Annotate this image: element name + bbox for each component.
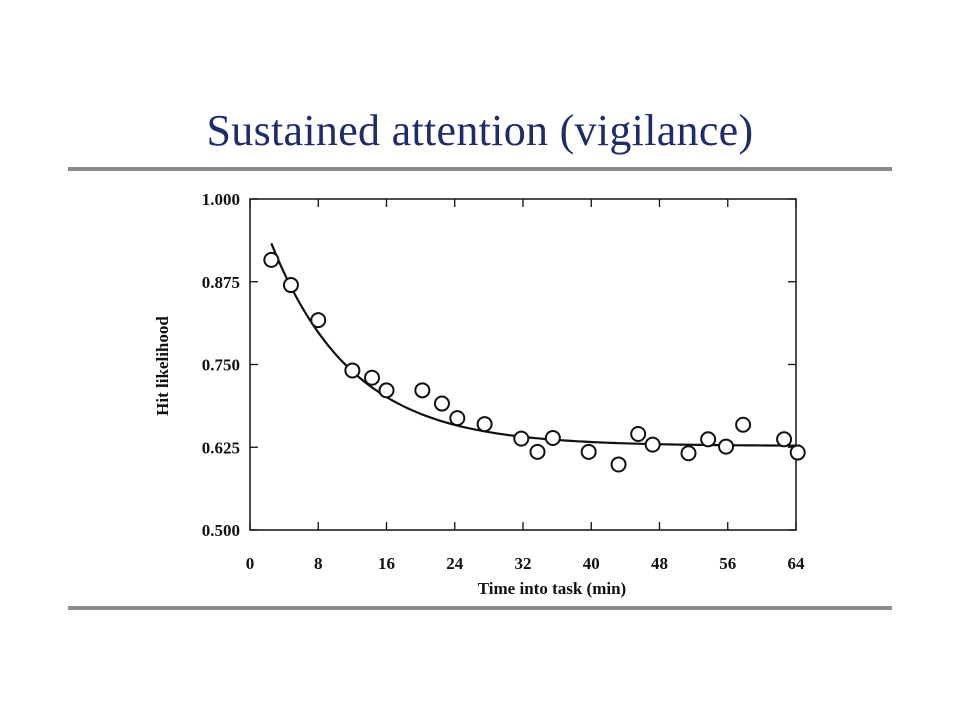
data-point xyxy=(449,410,466,427)
data-point xyxy=(700,431,717,448)
x-tick-label: 40 xyxy=(583,554,600,573)
y-tick-label: 0.750 xyxy=(202,356,240,375)
x-tick-label: 64 xyxy=(788,554,806,573)
data-point xyxy=(433,395,450,412)
slide-title: Sustained attention (vigilance) xyxy=(206,106,754,155)
y-tick-label: 0.875 xyxy=(202,273,240,292)
data-point xyxy=(630,426,647,443)
y-tick-label: 0.500 xyxy=(202,521,240,540)
x-tick-label: 24 xyxy=(446,554,464,573)
data-point xyxy=(414,382,431,399)
y-tick-label: 1.000 xyxy=(202,190,240,209)
title-divider xyxy=(68,167,892,171)
data-point xyxy=(476,416,493,433)
y-tick-label: 0.625 xyxy=(202,438,240,457)
fit-curve xyxy=(270,242,801,447)
x-tick-label: 8 xyxy=(314,554,323,573)
data-point xyxy=(718,438,735,455)
x-tick-label: 48 xyxy=(651,554,668,573)
y-axis-label: Hit likelihood xyxy=(153,316,172,416)
x-tick-label: 16 xyxy=(378,554,395,573)
x-tick-label: 0 xyxy=(246,554,255,573)
plot-frame xyxy=(249,198,797,531)
data-point xyxy=(544,429,561,446)
data-point xyxy=(776,431,793,448)
data-point xyxy=(363,369,380,386)
data-point xyxy=(735,416,752,433)
data-point xyxy=(789,444,806,461)
data-point xyxy=(529,443,546,460)
data-point xyxy=(610,456,627,473)
x-axis: 0 8 16 24 32 40 48 56 64 xyxy=(246,199,805,573)
data-point xyxy=(580,443,597,460)
data-point xyxy=(644,436,661,453)
data-point xyxy=(263,251,280,268)
data-point xyxy=(378,382,395,399)
data-point xyxy=(513,430,530,447)
y-axis: 1.000 0.875 0.750 0.625 0.500 xyxy=(202,190,796,540)
data-point xyxy=(344,362,361,379)
data-point xyxy=(282,277,299,294)
x-tick-label: 32 xyxy=(515,554,532,573)
data-point xyxy=(310,312,327,329)
x-tick-label: 56 xyxy=(719,554,736,573)
data-point xyxy=(680,445,697,462)
data-points xyxy=(263,251,806,473)
x-axis-label: Time into task (min) xyxy=(478,579,626,598)
footer-divider xyxy=(68,606,892,610)
